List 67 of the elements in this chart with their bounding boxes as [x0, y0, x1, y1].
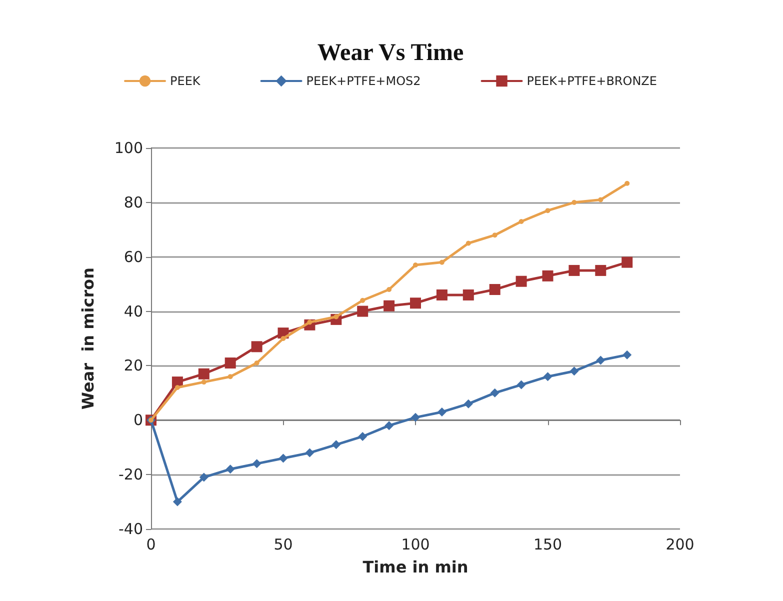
- point: [622, 350, 632, 360]
- y-tick-label: 40: [124, 302, 143, 320]
- point: [280, 336, 286, 341]
- point: [624, 180, 630, 186]
- point: [305, 448, 314, 458]
- point: [542, 270, 554, 282]
- point: [278, 454, 288, 463]
- point: [489, 284, 500, 296]
- y-tick-label: -20: [118, 466, 143, 484]
- point: [199, 472, 208, 482]
- y-tick-label: 20: [124, 356, 143, 375]
- y-axis-title: Wear in micron: [78, 267, 98, 410]
- x-tick-label: 100: [401, 536, 430, 554]
- point: [596, 356, 606, 365]
- point: [201, 380, 206, 385]
- point: [545, 208, 550, 214]
- point: [436, 289, 448, 300]
- x-tick-label: 0: [146, 536, 156, 554]
- point: [252, 459, 262, 468]
- x-tick-label: 150: [533, 536, 562, 554]
- chart-title: Wear Vs Time: [317, 40, 464, 66]
- point: [224, 357, 236, 368]
- point: [598, 197, 604, 202]
- point: [516, 276, 527, 287]
- point: [437, 407, 446, 416]
- point: [492, 232, 498, 238]
- point: [198, 368, 210, 380]
- point: [595, 264, 606, 276]
- y-tick-label: 60: [124, 248, 143, 266]
- point: [174, 384, 180, 390]
- point: [384, 421, 394, 430]
- point: [411, 412, 420, 422]
- point: [464, 399, 473, 408]
- point: [490, 388, 500, 398]
- point: [251, 341, 262, 352]
- point: [358, 432, 368, 441]
- point: [360, 298, 366, 303]
- point: [384, 300, 395, 312]
- point: [357, 306, 368, 317]
- point: [572, 200, 577, 205]
- point: [516, 380, 526, 390]
- y-tick-label: 80: [124, 193, 143, 212]
- x-tick-label: 200: [666, 536, 694, 554]
- x-tick-label: 50: [274, 536, 293, 554]
- point: [543, 372, 552, 382]
- y-tick-label: 0: [133, 411, 143, 430]
- legend-label: PEEK+PTFE+MOS2: [306, 74, 421, 88]
- point: [439, 260, 444, 265]
- y-tick-label: -40: [118, 520, 143, 538]
- x-axis-title: Time in min: [362, 558, 468, 576]
- point: [410, 298, 421, 309]
- legend-label: PEEK+PTFE+BRONZE: [526, 74, 657, 88]
- point: [462, 289, 474, 300]
- point: [622, 256, 633, 268]
- point: [568, 264, 580, 276]
- point: [254, 360, 260, 366]
- legend-label: PEEK: [170, 74, 202, 88]
- point: [466, 240, 471, 246]
- point: [172, 497, 182, 506]
- point: [228, 374, 233, 380]
- point: [332, 440, 341, 450]
- point: [226, 464, 235, 474]
- point: [413, 262, 418, 268]
- point: [570, 366, 579, 376]
- point: [518, 218, 524, 224]
- point: [386, 287, 392, 292]
- y-tick-label: 100: [114, 139, 143, 157]
